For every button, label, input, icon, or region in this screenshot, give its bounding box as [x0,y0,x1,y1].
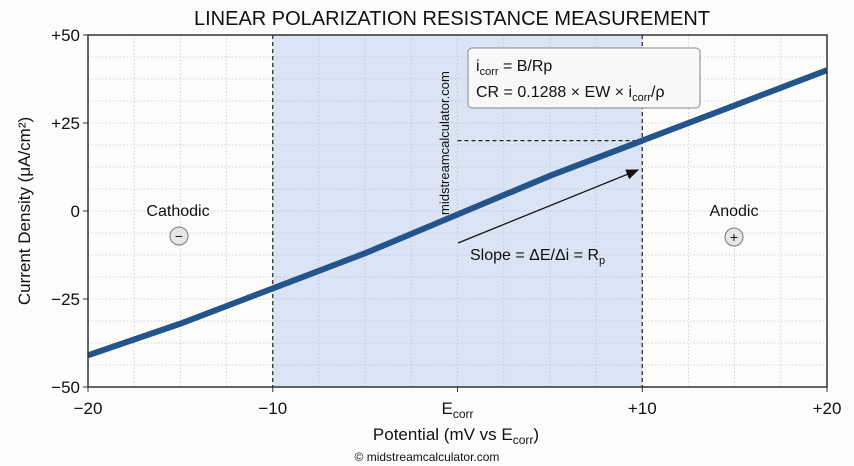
watermark: midstreamcalculator.com [437,71,452,215]
x-tick-label: +20 [813,399,842,418]
y-axis-label: Current Density (μA/cm²) [15,117,34,305]
y-tick-label: −25 [51,290,80,309]
slope-arrow [457,169,640,244]
plus-symbol: + [730,229,738,245]
y-tick-label: +50 [51,26,80,45]
x-tick-label: −20 [74,399,103,418]
formula-icorr: icorr = B/Rp [476,58,552,78]
ticks: −20 −10 Ecorr +10 +20 +50 +25 0 −25 −50 [51,26,841,421]
x-tick-label: +10 [628,399,657,418]
x-tick-label: Ecorr [441,399,473,421]
minor-grid [272,35,643,387]
minus-symbol: − [175,228,183,244]
slope-label: Slope = ΔE/Δi = Rp [470,247,605,267]
y-tick-label: −50 [51,378,80,397]
anodic-label: Anodic [710,203,759,220]
chart-title: LINEAR POLARIZATION RESISTANCE MEASUREME… [194,8,710,30]
x-axis-label: Potential (mV vs Ecorr) [373,425,539,447]
footer-copyright: © midstreamcalculator.com [355,450,500,464]
cathodic-label: Cathodic [146,203,209,220]
x-tick-label: −10 [258,399,287,418]
formula-cr: CR = 0.1288 × EW × icorr/ρ [476,84,665,104]
formula-box [467,47,701,109]
minus-icon [169,226,189,246]
y-tick-label: 0 [71,202,80,221]
series-line [87,67,829,359]
plus-icon [724,227,744,247]
y-tick-label: +25 [51,114,80,133]
